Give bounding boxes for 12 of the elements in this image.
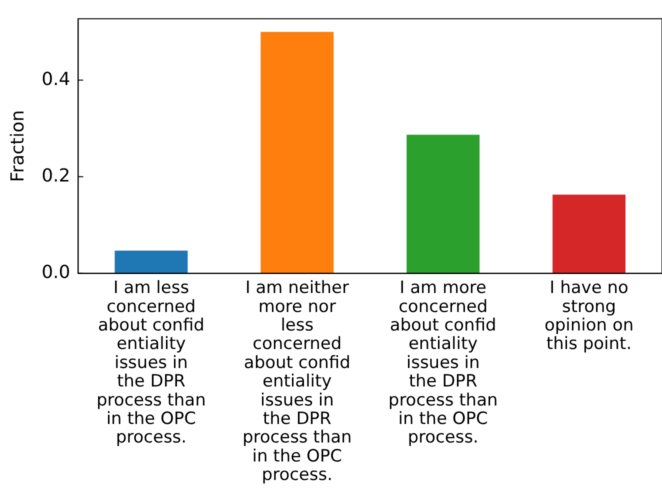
bar [114,250,188,274]
category-label: I am neither more nor less concerned about confid entiality issues in the DPR process than in the OPC process. [242,278,352,486]
y-axis-title: Fraction [7,110,28,182]
y-tick-label: 0.4 [42,68,70,90]
category-label: I am less concerned about confid entiality issues in the DPR process than in the OPC process. [96,278,206,448]
x-tick-label: I have no strong opinion on this point. [544,278,634,354]
bar [260,32,334,274]
category-label: I am more concerned about confid entiality issues in the DPR process than in the OPC process. [388,278,498,448]
y-tick-label: 0.2 [42,165,70,186]
bar [552,194,626,274]
y-tick-label: 0.0 [42,262,70,283]
bar [406,134,480,274]
